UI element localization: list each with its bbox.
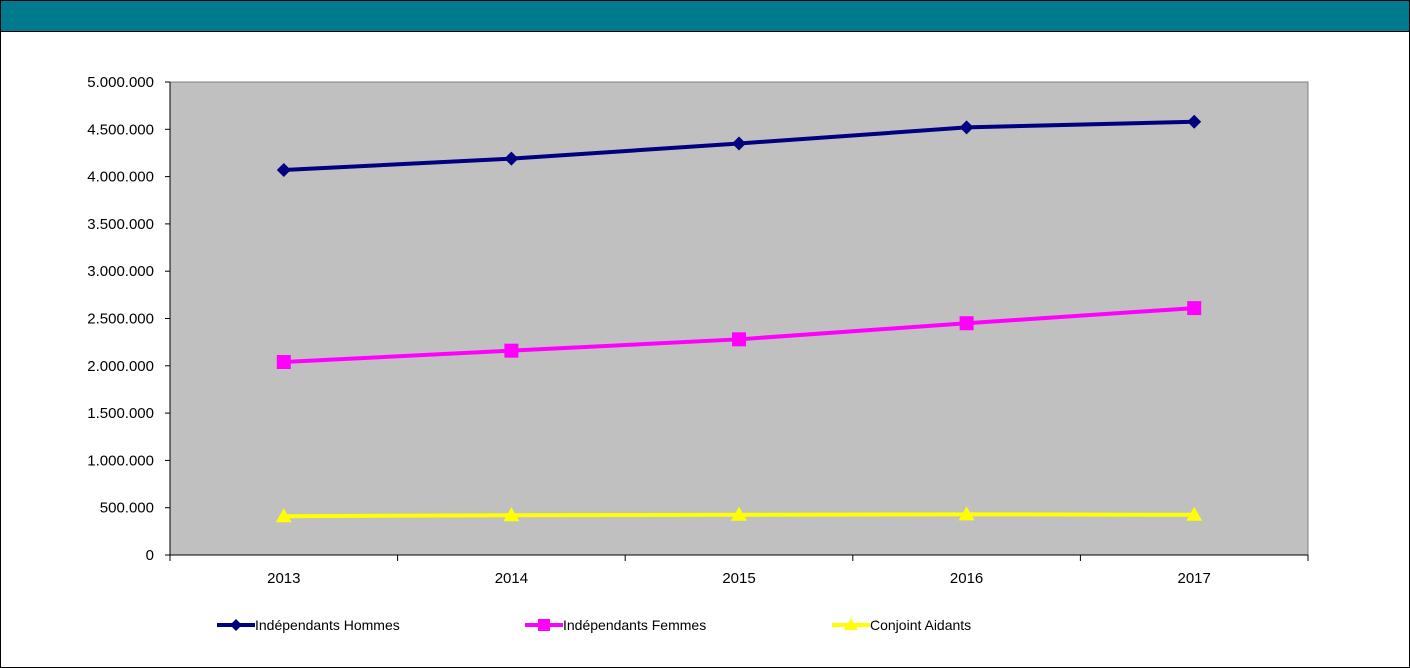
y-axis: 0 500.000 1.000.000 1.500.000 2.000.000 2.500… [87, 74, 171, 564]
series-2 [276, 301, 1202, 370]
y-tick-label: 1.000.000 [87, 452, 154, 469]
x-axis: 2013 2014 2015 2016 2017 [169, 554, 1309, 587]
y-tick-label: 2.500.000 [87, 311, 154, 328]
series-layer [275, 114, 1203, 523]
y-tick-label: 2.000.000 [87, 358, 154, 375]
series-1 [276, 114, 1202, 177]
legend-marker [230, 619, 242, 631]
x-tick-label: 2013 [267, 570, 300, 587]
y-tick-label: 3.000.000 [87, 263, 154, 280]
x-tick-label: 2015 [722, 570, 755, 587]
data-point [504, 343, 519, 358]
data-point [958, 506, 975, 521]
legend-marker [538, 619, 550, 631]
y-tick-label: 3.500.000 [87, 216, 154, 233]
data-point [275, 508, 292, 523]
legend-label: Indépendants Femmes [563, 617, 706, 633]
legend-item: Indépendants Hommes [217, 617, 400, 633]
y-tick-label: 5.000.000 [87, 74, 154, 91]
y-tick-label: 1.500.000 [87, 405, 154, 422]
legend: Indépendants Hommes Indépendants Femmes Co… [217, 617, 971, 633]
y-tick-label: 500.000 [100, 500, 154, 517]
x-tick-label: 2016 [950, 570, 983, 587]
data-point [276, 355, 291, 370]
series-3 [275, 506, 1203, 523]
data-point [959, 316, 974, 331]
data-point [1187, 114, 1202, 129]
header-bar [1, 1, 1409, 32]
plot-area [169, 81, 1309, 556]
data-point [731, 506, 747, 521]
legend-label: Conjoint Aidants [870, 617, 971, 633]
data-point [1187, 301, 1202, 316]
y-tick-label: 0 [146, 547, 154, 564]
y-tick-label: 4.500.000 [87, 121, 154, 138]
y-tick-label: 4.000.000 [87, 169, 154, 186]
x-tick-label: 2014 [495, 570, 528, 587]
data-point [732, 136, 746, 151]
legend-label: Indépendants Hommes [255, 617, 400, 633]
legend-item: Conjoint Aidants [832, 617, 971, 633]
data-point [504, 151, 519, 166]
data-point [503, 507, 520, 522]
data-point [959, 120, 974, 135]
legend-item: Indépendants Femmes [525, 617, 706, 633]
data-point [276, 162, 291, 177]
x-tick-label: 2017 [1178, 570, 1211, 587]
legend-marker [844, 618, 858, 630]
data-point [732, 332, 746, 347]
data-point [1186, 506, 1203, 521]
